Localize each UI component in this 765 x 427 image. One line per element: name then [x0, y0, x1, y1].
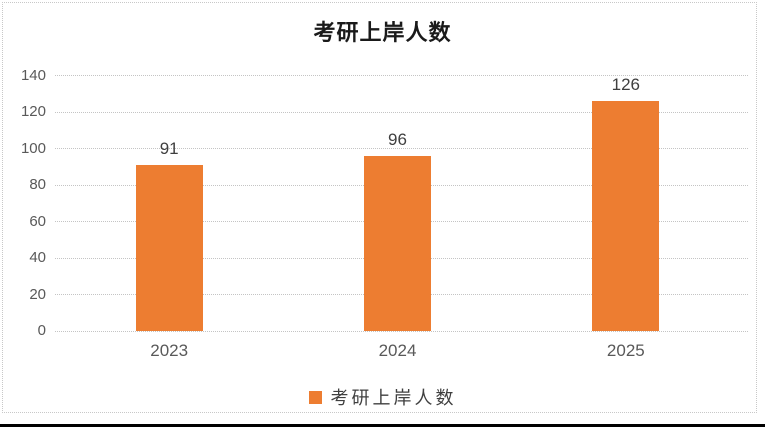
- gridline-y-120: [55, 111, 748, 113]
- y-axis-tick-label: 20: [29, 285, 46, 303]
- legend-swatch: [308, 390, 322, 404]
- x-axis-tick-label: 2023: [150, 341, 189, 360]
- gridline-y-100: [55, 148, 748, 149]
- y-axis-tick-label: 80: [29, 176, 46, 193]
- y-axis-tick-label: 140: [20, 66, 46, 84]
- data-label-2023: 91: [159, 138, 179, 158]
- legend: 考研上岸人数: [0, 384, 765, 410]
- bar-2023: [135, 164, 203, 331]
- x-axis-tick-label: 2025: [606, 341, 645, 360]
- y-axis-tick-label: 100: [20, 139, 46, 157]
- bar-2025: [592, 101, 660, 331]
- data-label-2025: 126: [611, 75, 641, 95]
- gridline-y-140: [55, 75, 748, 76]
- data-label-2024: 96: [388, 129, 407, 149]
- y-axis-tick-label: 120: [20, 103, 46, 120]
- legend-label: 考研上岸人数: [330, 388, 457, 409]
- bar-2024: [364, 155, 431, 331]
- y-axis-tick-label: 60: [29, 212, 46, 230]
- chart-frame: [2, 2, 757, 413]
- window-bottom-edge: [0, 424, 765, 427]
- y-axis-tick-label: 0: [37, 322, 46, 339]
- y-axis-tick-label: 40: [29, 249, 46, 266]
- chart-title: 考研上岸人数: [313, 20, 452, 46]
- gridline-y-0: [55, 330, 748, 332]
- x-axis-tick-label: 2024: [378, 341, 417, 360]
